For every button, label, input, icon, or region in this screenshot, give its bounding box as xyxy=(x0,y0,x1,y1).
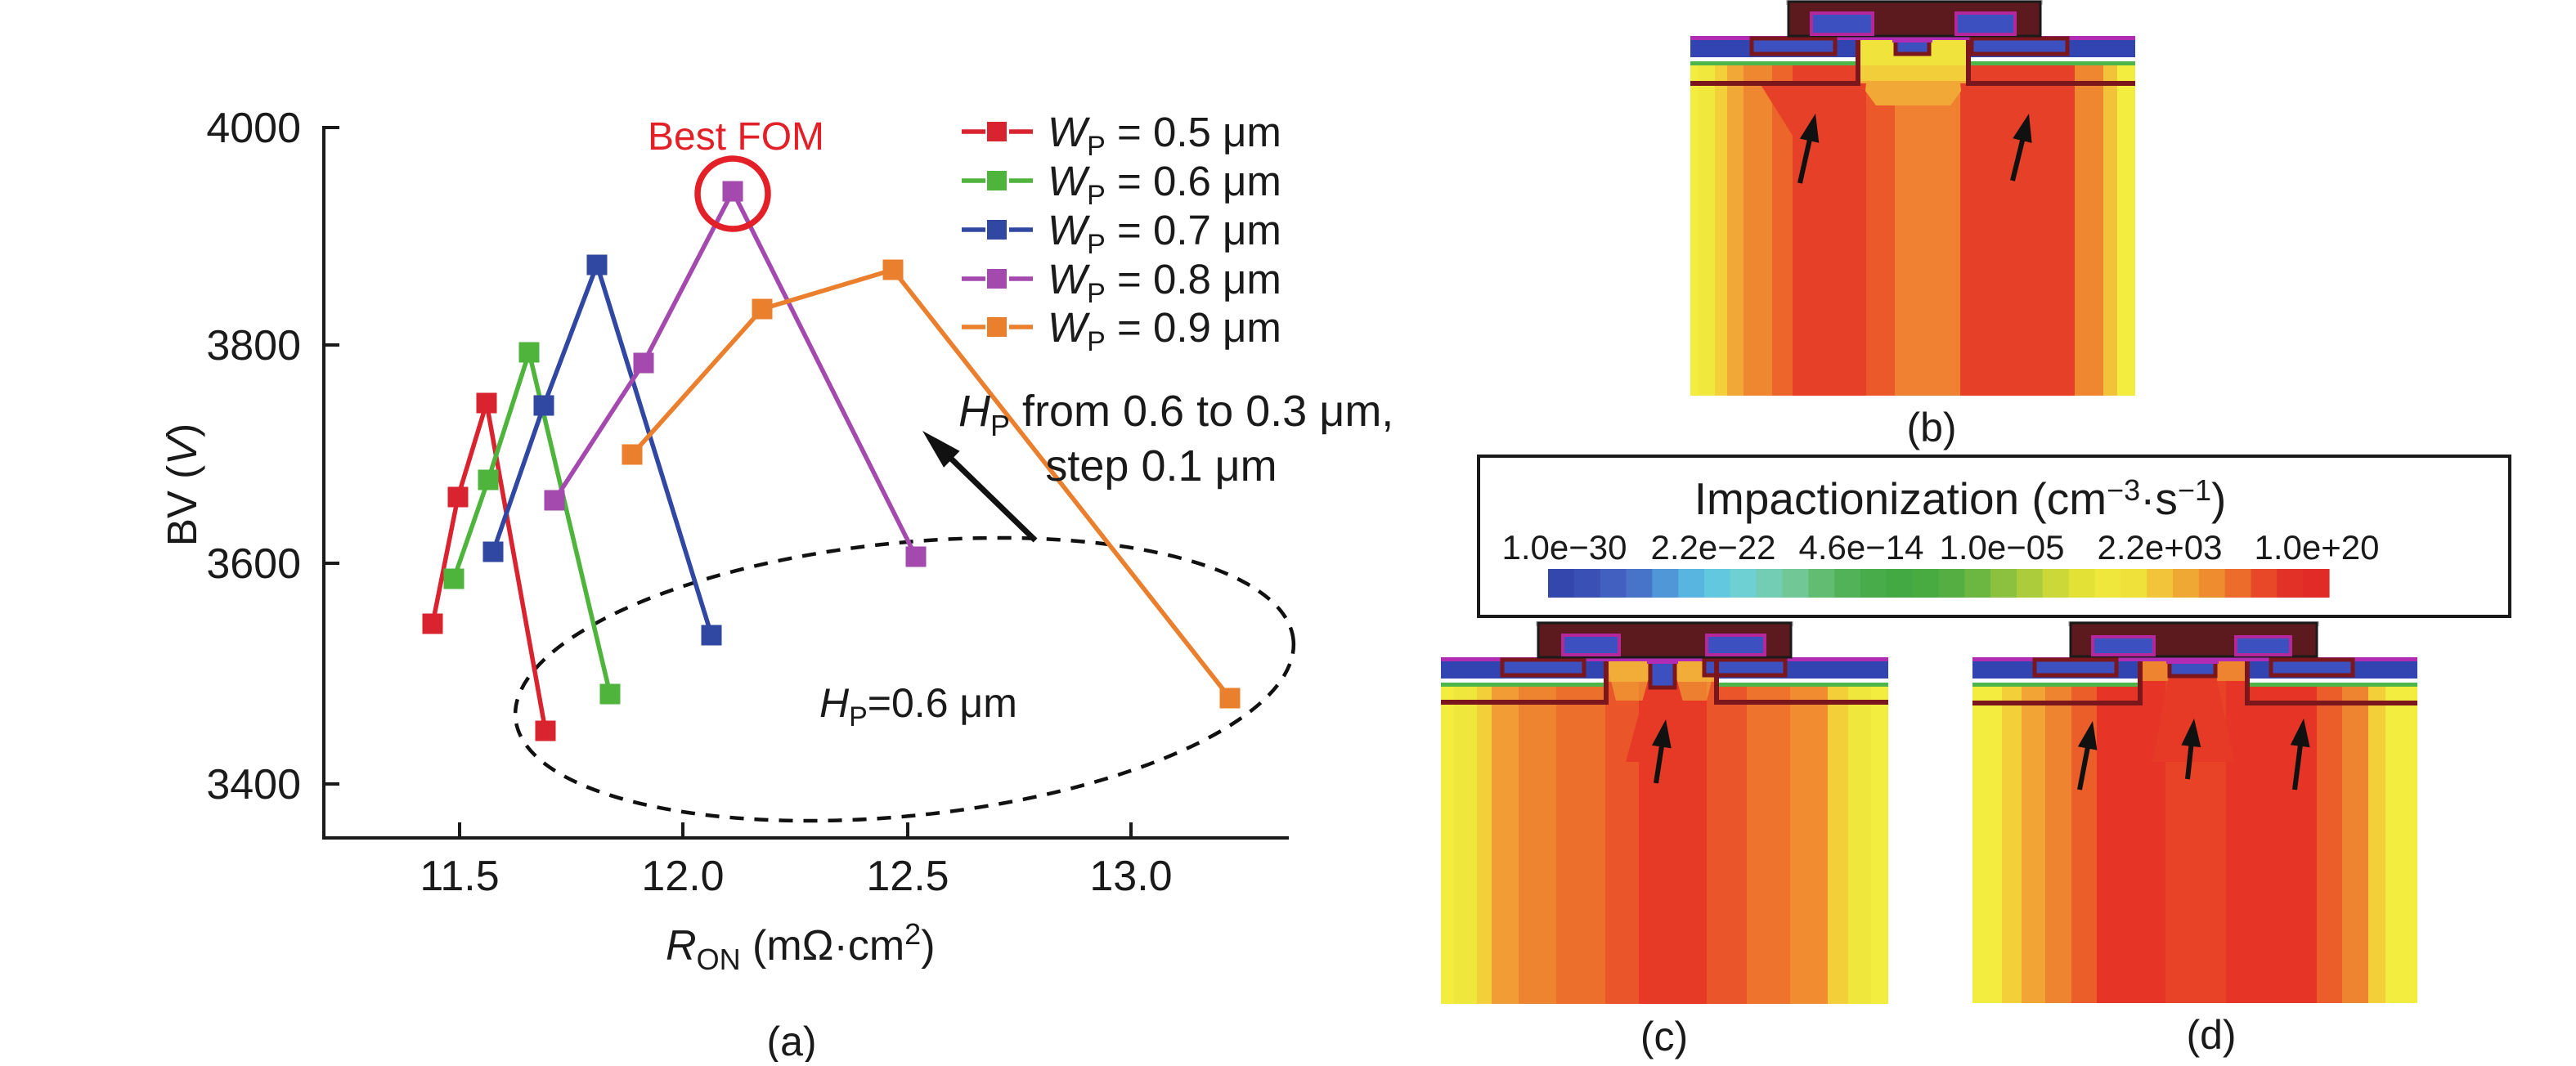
svg-text:WP = 0.7 μm: WP = 0.7 μm xyxy=(1048,207,1281,260)
svg-text:WP = 0.8 μm: WP = 0.8 μm xyxy=(1048,256,1281,309)
svg-text:HP from 0.6 to 0.3 μm,: HP from 0.6 to 0.3 μm, xyxy=(958,387,1393,442)
svg-text:1.0e+20: 1.0e+20 xyxy=(2255,528,2380,567)
svg-text:Impactionization (cm−3·s−1): Impactionization (cm−3·s−1) xyxy=(1694,473,2227,524)
svg-text:3400: 3400 xyxy=(206,761,301,808)
svg-text:4000: 4000 xyxy=(206,105,301,152)
svg-text:4.6e−14: 4.6e−14 xyxy=(1799,528,1924,567)
svg-text:(d): (d) xyxy=(2186,1012,2236,1058)
svg-text:12.5: 12.5 xyxy=(866,853,949,900)
svg-text:2.2e+03: 2.2e+03 xyxy=(2098,528,2223,567)
svg-text:12.0: 12.0 xyxy=(641,853,724,900)
svg-text:RON (mΩ·cm2): RON (mΩ·cm2) xyxy=(666,917,936,976)
svg-text:step 0.1 μm: step 0.1 μm xyxy=(1045,441,1277,490)
svg-text:WP = 0.5 μm: WP = 0.5 μm xyxy=(1048,109,1281,162)
svg-text:1.0e−05: 1.0e−05 xyxy=(1940,528,2065,567)
svg-text:(b): (b) xyxy=(1906,405,1956,450)
svg-text:11.5: 11.5 xyxy=(420,853,499,900)
svg-text:3800: 3800 xyxy=(206,322,301,370)
svg-text:WP = 0.9 μm: WP = 0.9 μm xyxy=(1048,304,1281,357)
svg-text:HP=0.6 μm: HP=0.6 μm xyxy=(819,680,1017,732)
svg-text:WP = 0.6 μm: WP = 0.6 μm xyxy=(1048,158,1281,211)
svg-text:BV (V): BV (V) xyxy=(159,423,205,546)
svg-text:1.0e−30: 1.0e−30 xyxy=(1502,528,1627,567)
svg-text:13.0: 13.0 xyxy=(1089,853,1172,900)
svg-text:(a): (a) xyxy=(766,1019,816,1062)
svg-text:(c): (c) xyxy=(1640,1014,1688,1059)
svg-text:Best FOM: Best FOM xyxy=(648,115,824,159)
svg-text:2.2e−22: 2.2e−22 xyxy=(1651,528,1776,567)
svg-text:3600: 3600 xyxy=(206,540,301,588)
